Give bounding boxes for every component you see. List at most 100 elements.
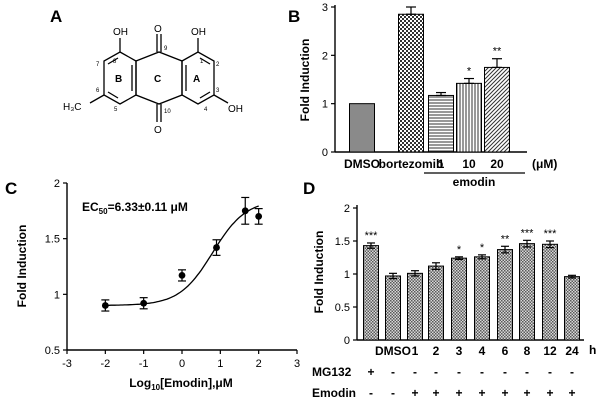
mg132-mark: - [457,365,461,379]
mg132-mark: - [525,365,529,379]
category-label: 4 [479,344,486,358]
significance-marker: *** [544,228,558,240]
fit-curve [105,205,259,306]
bar [407,272,423,341]
atom-number: 1 [200,59,204,65]
methyl-bond [89,94,105,104]
chart-c: Fold Induction Log10[Emodin],μM EC50=6.3… [15,178,300,392]
bar [474,256,490,341]
category-label: DMSO [344,157,380,171]
mg132-mark: + [367,365,374,379]
category-label: 2 [433,344,440,358]
emodin-mark: + [455,386,462,400]
mg132-mark: - [503,365,507,379]
y-tick-label: 0.5 [45,345,60,357]
bar [456,82,482,153]
emodin-group-label: emodin [453,175,496,189]
bar [484,66,510,153]
y-tick-label: 3 [322,2,328,14]
bar [451,257,467,341]
atom-number: 5 [114,107,118,113]
oxygen-label: O [154,125,162,136]
y-axis-label: Fold Induction [15,225,29,308]
x-unit-label: h [589,343,596,357]
chart-b: Fold Induction (μM) emodin 0 1 2 3 DMSO *** bo… [298,0,557,189]
y-tick-label: 1 [322,99,328,111]
emodin-mark: + [432,386,439,400]
emodin-mark: + [546,386,553,400]
row-label-emodin: Emodin [312,386,356,400]
y-tick-label: 0 [344,335,350,347]
bar [564,276,580,341]
mg132-mark: - [391,365,395,379]
mg132-mark: - [570,365,574,379]
x-tick-label: -1 [139,358,149,370]
emodin-structure-labels: OH OH OH O O H₃C B C A 1 2 3 4 5 6 7 8 9… [63,24,243,136]
bar [519,243,535,341]
significance-marker: *** [405,0,419,6]
x-tick-label: -3 [62,358,72,370]
y-tick-label: 2 [54,178,60,190]
panel-label-b: B [288,7,300,26]
concentration-unit: (μM) [532,157,557,171]
category-label: 12 [543,344,557,358]
category-label: 10 [462,157,476,171]
y-tick-label: 1.5 [335,236,350,248]
ec50-annotation: EC50=6.33±0.11 μM [82,200,188,216]
category-label: 24 [565,344,579,358]
bar [398,13,424,153]
data-point [213,244,220,251]
panel-label-d: D [303,179,315,198]
significance-marker: * [457,244,462,256]
bar [363,245,379,341]
data-point [178,272,186,279]
bar [428,94,454,153]
data-point [241,207,249,215]
category-label: 20 [490,157,504,171]
panel-label-c: C [5,179,17,198]
y-tick-label: 0 [322,147,328,159]
x-tick-label: 3 [294,358,300,370]
y-tick-label: 2 [322,50,328,62]
atom-number: 10 [164,109,171,115]
data-point [255,213,263,220]
panel-label-a: A [50,7,62,26]
significance-marker: *** [365,230,379,242]
category-label: 1 [438,157,445,171]
category-label: bortezomib [379,157,444,171]
x-label-sub: 10 [151,383,160,392]
emodin-mark: + [501,386,508,400]
x-axis-label: Log10[Emodin],μM [129,376,233,392]
x-tick-label: 2 [256,358,262,370]
significance-marker: * [467,66,472,78]
category-label: DMSO [375,344,411,358]
double-bond [199,57,211,65]
significance-marker: ** [501,233,510,245]
hydroxyl-label: OH [191,27,206,38]
oxygen-label: O [154,24,162,35]
category-label: 6 [502,344,509,358]
mg132-mark: - [413,365,417,379]
atom-number: 9 [164,46,168,52]
mg132-mark: - [480,365,484,379]
bar [349,103,375,153]
significance-marker: *** [521,227,535,239]
y-tick-label: 1.5 [45,234,60,246]
double-bond [107,91,119,99]
atom-number: 2 [216,62,220,68]
chart-d: Fold Induction h MG132 Emodin 0 0.5 1 1.5 2 *… [312,203,596,400]
double-bond [199,91,211,99]
bar [385,275,401,341]
atom-number: 7 [96,62,100,68]
emodin-mark: + [411,386,418,400]
oh-bond-3 [213,94,229,104]
y-axis-label: Fold Induction [298,39,312,122]
x-tick-label: 1 [217,358,223,370]
y-axis-label: Fold Induction [312,231,326,314]
row-label-mg132: MG132 [312,365,352,379]
category-label: 3 [456,344,463,358]
data-point [101,302,109,309]
double-bond [107,57,119,65]
emodin-mark: - [391,386,395,400]
